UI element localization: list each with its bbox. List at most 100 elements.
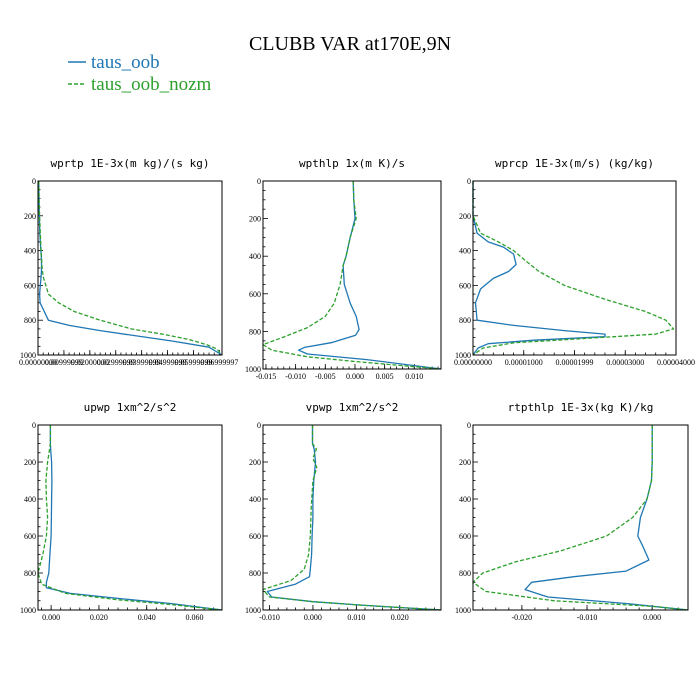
x-tick-label: -0.015 (256, 372, 277, 381)
panel-title: wprtp 1E-3x(m kg)/(s kg) (51, 157, 210, 170)
x-tick-label: 0.000 (643, 613, 661, 622)
y-tick-label: 600 (24, 532, 36, 541)
y-tick-label: 1000 (245, 606, 261, 615)
y-tick-label: 600 (459, 532, 471, 541)
series-line-taus-oob-nozm (472, 181, 675, 356)
series-line-taus-oob (266, 425, 442, 611)
y-tick-label: 200 (24, 458, 36, 467)
y-tick-label: 600 (459, 281, 471, 290)
y-tick-label: 200 (459, 212, 471, 221)
y-tick-label: 0 (257, 177, 261, 186)
legend-label-taus-oob-nozm: taus_oob_nozm (91, 74, 212, 95)
x-tick-label: 0.020 (391, 613, 409, 622)
series-line-taus-oob-nozm (262, 180, 442, 370)
plot-frame (262, 424, 442, 611)
x-tick-label: -0.010 (285, 372, 306, 381)
y-tick-label: 1000 (245, 365, 261, 374)
y-tick-label: 400 (24, 247, 36, 256)
x-tick-label: 0.000 (304, 613, 322, 622)
x-tick-label: 0.060 (186, 613, 204, 622)
x-tick-label: 0.05999999 (174, 358, 212, 367)
y-tick-label: 800 (459, 316, 471, 325)
plot-frame (37, 424, 223, 611)
y-tick-label: 600 (24, 281, 36, 290)
y-tick-label: 1000 (20, 606, 36, 615)
x-tick-label: 0.020 (90, 613, 108, 622)
y-tick-label: 1000 (455, 606, 471, 615)
panel-4: upwp 1xm^2/s^2 0 200 400 600 800 1000 0.000 0.02… (20, 401, 223, 622)
y-tick-label: 0 (467, 177, 471, 186)
y-tick-label: 800 (249, 569, 261, 578)
series-line-taus-oob-nozm (37, 425, 223, 611)
x-tick-label: 0.040 (138, 613, 156, 622)
panel-title: wprcp 1E-3x(m/s) (kg/kg) (495, 157, 654, 170)
y-tick-label: 400 (24, 495, 36, 504)
panel-3: wprcp 1E-3x(m/s) (kg/kg) 0 200 400 600 800 100… (454, 157, 695, 367)
y-tick-label: 200 (249, 215, 261, 224)
series-line-taus-oob-nozm (38, 180, 223, 356)
x-tick-label: 0.02999999 (97, 358, 135, 367)
series-line-taus-oob (45, 425, 223, 611)
series-line-taus-oob-nozm (472, 425, 689, 611)
y-tick-label: 400 (459, 495, 471, 504)
x-tick-label: 0.010 (405, 372, 423, 381)
panel-title: wpthlp 1x(m K)/s (299, 157, 405, 170)
y-tick-label: 800 (24, 316, 36, 325)
x-tick-label: 0.00001000 (505, 358, 543, 367)
x-tick-label: -0.010 (259, 613, 280, 622)
y-tick-label: 0 (257, 421, 261, 430)
y-tick-label: 600 (249, 290, 261, 299)
y-tick-label: 400 (249, 252, 261, 261)
legend-label-taus-oob: taus_oob (91, 52, 160, 73)
y-tick-label: 800 (24, 569, 36, 578)
x-tick-label: -0.005 (315, 372, 336, 381)
y-tick-label: 800 (249, 327, 261, 336)
x-tick-label: 0.00999999 (45, 358, 83, 367)
x-tick-label: -0.010 (577, 613, 598, 622)
series-line-taus-oob-nozm (262, 425, 442, 611)
panel-title: rtpthlp 1E-3x(kg K)/kg (508, 401, 654, 414)
panel-2: wpthlp 1x(m K)/s02004006008001000-0.015-… (245, 157, 442, 381)
x-tick-label: 0.00003000 (606, 358, 644, 367)
y-tick-label: 200 (249, 458, 261, 467)
y-tick-label: 1000 (455, 351, 471, 360)
legend: taus_oob taus_oob_nozm (68, 52, 212, 95)
x-tick-label: 0.06999997 (200, 358, 238, 367)
y-tick-label: 0 (467, 421, 471, 430)
y-tick-label: 400 (459, 247, 471, 256)
x-tick-label: 0.000 (42, 613, 60, 622)
plot-frame (262, 180, 442, 370)
y-tick-label: 0 (32, 421, 36, 430)
y-tick-label: 600 (249, 532, 261, 541)
y-tick-label: 200 (459, 458, 471, 467)
x-tick-label: 0.010 (347, 613, 365, 622)
panel-6: rtpthlp 1E-3x(kg K)/kg 0 200 400 600 800 1000 -… (455, 401, 689, 622)
series-line-taus-oob (38, 180, 223, 356)
panels: wprtp 1E-3x(m kg)/(s kg) 0 200 400 600 800 100… (19, 157, 695, 622)
x-tick-label: 0.03999999 (123, 358, 161, 367)
x-tick-label: -0.020 (512, 613, 533, 622)
panel-5: vpwp 1xm^2/s^2 0 200 400 600 800 1000-0.010 0.0… (245, 401, 442, 622)
x-tick-label: 0.04999999 (149, 358, 187, 367)
x-tick-label: 0.005 (376, 372, 394, 381)
x-tick-label: 0.00000000 (19, 358, 57, 367)
plot-frame (472, 424, 689, 611)
series-line-taus-oob (297, 180, 442, 370)
series-line-taus-oob (472, 181, 606, 356)
plot-frame (472, 180, 677, 356)
x-tick-label: 0.02000000 (71, 358, 109, 367)
y-tick-label: 400 (249, 495, 261, 504)
figure-title: CLUBB VAR at170E,9N (249, 33, 451, 55)
panel-1: wprtp 1E-3x(m kg)/(s kg) 0 200 400 600 800 100… (19, 157, 238, 367)
panel-title: upwp 1xm^2/s^2 (84, 401, 177, 414)
x-tick-label: 0.00001999 (556, 358, 594, 367)
panel-title: vpwp 1xm^2/s^2 (306, 401, 399, 414)
x-tick-label: 0.000 (346, 372, 364, 381)
y-tick-label: 200 (24, 212, 36, 221)
series-line-taus-oob (524, 425, 689, 611)
x-tick-label: 0.00000000 (454, 358, 492, 367)
x-tick-label: 0.00004000 (657, 358, 695, 367)
plot-frame (37, 180, 223, 356)
y-tick-label: 800 (459, 569, 471, 578)
